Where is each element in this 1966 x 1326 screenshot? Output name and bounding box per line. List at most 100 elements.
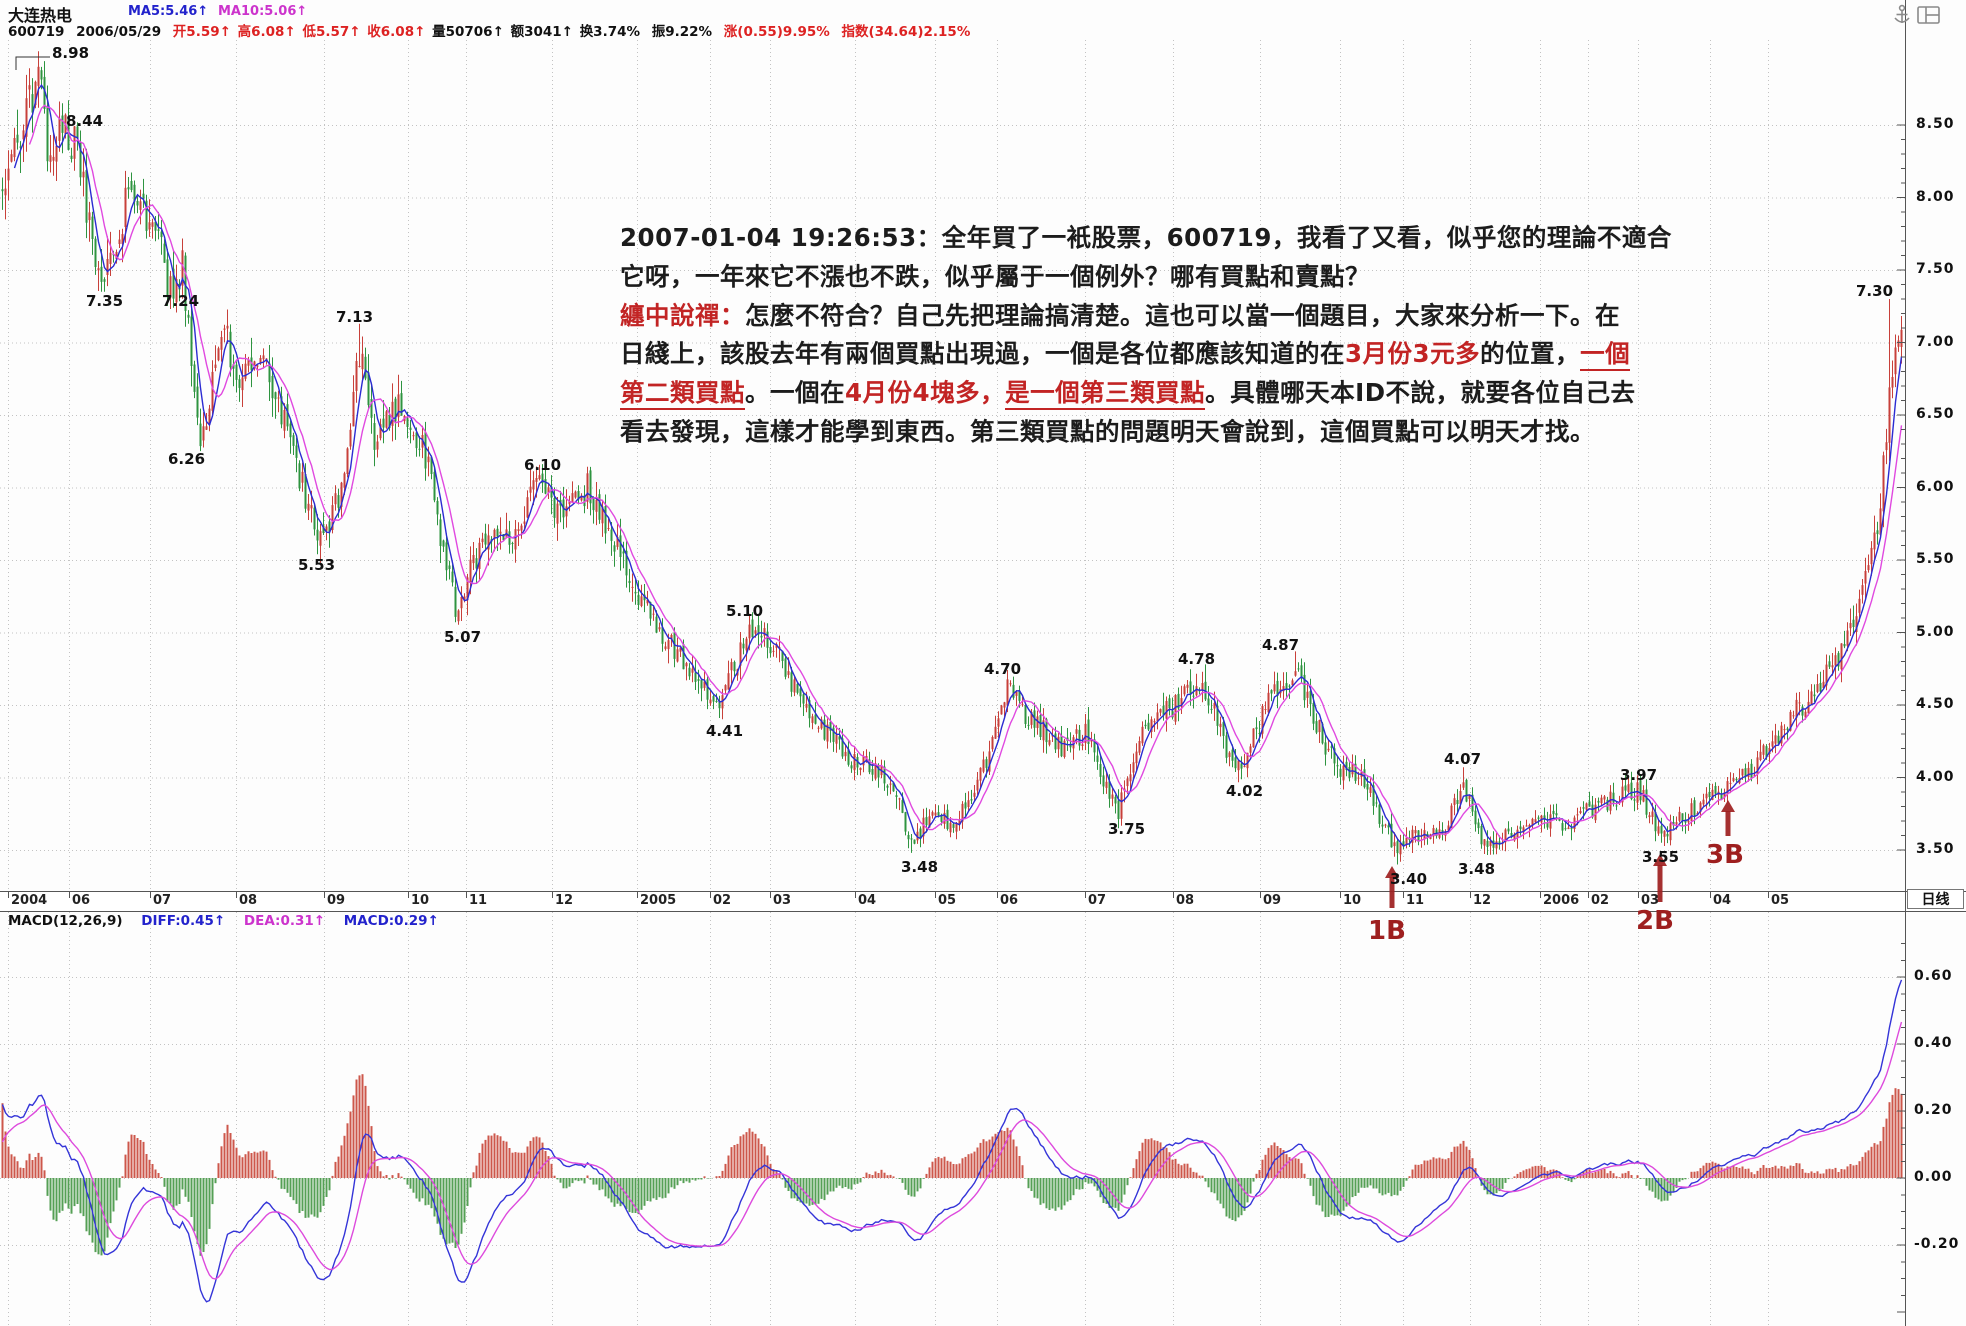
pivot-price-label: 6.26 bbox=[168, 450, 206, 468]
annotation-line: 看去發現，這樣才能學到東西。第三類買點的問題明天會說到，這個買點可以明天才找。 bbox=[620, 413, 1770, 452]
pivot-price-label: 8.98 bbox=[52, 44, 90, 62]
x-axis-tick-label: 09 bbox=[1263, 893, 1282, 908]
x-axis-tick-label: 06 bbox=[1000, 893, 1019, 908]
volume-value: 量50706↑ bbox=[432, 24, 504, 40]
pivot-price-label: 3.97 bbox=[1620, 766, 1658, 784]
x-axis-tick-label: 02 bbox=[1591, 893, 1610, 908]
macd-axis-label: 0.40 bbox=[1914, 1035, 1953, 1051]
pivot-price-label: 4.70 bbox=[984, 660, 1022, 678]
annotation-line: 它呀，一年來它不漲也不跌，似乎屬于一個例外？哪有買點和賣點？ bbox=[620, 258, 1770, 297]
macd-header: MACD(12,26,9) DIFF:0.45↑ DEA:0.31↑ MACD:… bbox=[8, 913, 453, 929]
buy-point-label: 3B bbox=[1706, 840, 1744, 870]
ma5-value: MA5:5.46↑ bbox=[128, 4, 209, 19]
price-axis-label: 4.50 bbox=[1916, 696, 1955, 712]
buy-point-label: 1B bbox=[1368, 916, 1406, 946]
amount-value: 额3041↑ bbox=[510, 24, 573, 40]
pivot-price-label: 7.30 bbox=[1856, 282, 1894, 300]
anchor-icon[interactable] bbox=[1890, 3, 1914, 27]
x-axis-tick-label: 07 bbox=[1088, 893, 1107, 908]
annotation-highlight-underline: 是一個第三類買點 bbox=[1005, 378, 1206, 411]
annotation-author: 纏中說禪： bbox=[620, 300, 745, 330]
x-axis-tick-label: 03 bbox=[1641, 893, 1660, 908]
split-window-icon[interactable] bbox=[1916, 3, 1940, 27]
price-axis-label: 3.50 bbox=[1916, 841, 1955, 857]
x-axis-tick-label: 09 bbox=[327, 893, 346, 908]
macd-axis-label: 0.20 bbox=[1914, 1102, 1953, 1118]
buy-point-label: 2B bbox=[1636, 906, 1674, 936]
pivot-price-label: 7.24 bbox=[162, 292, 200, 310]
x-axis-tick-label: 08 bbox=[239, 893, 258, 908]
stock-name: 大连热电 bbox=[8, 6, 73, 25]
price-axis-label: 6.00 bbox=[1916, 478, 1955, 495]
x-axis-tick-label: 08 bbox=[1176, 893, 1195, 908]
pivot-price-label: 4.78 bbox=[1178, 650, 1216, 668]
annotation-text: 。具體哪天本ID不說，就要各位自己去 bbox=[1205, 378, 1636, 408]
annotation-highlight: 3月份3元多 bbox=[1345, 339, 1481, 369]
x-axis-tick-label: 06 bbox=[72, 893, 91, 908]
change-value: 涨(0.55)9.95% bbox=[723, 24, 830, 40]
pivot-price-label: 6.10 bbox=[524, 456, 562, 474]
price-axis-label: 8.50 bbox=[1916, 116, 1955, 132]
x-axis-tick-label: 2006 bbox=[1543, 893, 1580, 908]
pivot-price-label: 4.87 bbox=[1262, 636, 1300, 654]
pivot-price-label: 3.55 bbox=[1642, 848, 1680, 866]
annotation-highlight-underline: 一個 bbox=[1580, 339, 1631, 372]
pivot-price-label: 4.07 bbox=[1444, 750, 1482, 768]
x-axis-tick-label: 11 bbox=[1406, 893, 1425, 908]
macd-axis-label: 0.60 bbox=[1914, 968, 1953, 984]
ma10-value: MA10:5.06↑ bbox=[218, 4, 308, 19]
annotation-text: 怎麼不符合？自己先把理論搞清楚。這也可以當一個題目，大家來分析一下。在 bbox=[745, 300, 1620, 330]
annotation-text: 它呀，一年來它不漲也不跌，似乎屬于一個例外？哪有買點和賣點？ bbox=[620, 261, 1370, 291]
x-axis-tick-label: 10 bbox=[411, 893, 430, 908]
x-axis-tick-label: 2005 bbox=[640, 893, 677, 908]
pivot-price-label: 5.10 bbox=[726, 602, 764, 620]
pivot-price-label: 4.41 bbox=[706, 722, 744, 740]
index-value: 指数(34.64)2.15% bbox=[841, 24, 971, 40]
annotation-text: 日綫上，該股去年有兩個買點出現過，一個是各位都應該知道的在 bbox=[620, 339, 1345, 369]
amplitude-value: 振9.22% bbox=[651, 24, 713, 40]
annotation-text: 的位置， bbox=[1480, 339, 1581, 369]
price-axis-label: 7.50 bbox=[1916, 261, 1955, 277]
quote-date: 2006/05/29 bbox=[76, 24, 162, 40]
pivot-price-label: 7.35 bbox=[86, 292, 124, 310]
annotation-text: 看去發現，這樣才能學到東西。第三類買點的問題明天會說到，這個買點可以明天才找。 bbox=[620, 416, 1595, 446]
high-value: 高6.08↑ bbox=[237, 24, 296, 40]
annotation-line: 2007-01-04 19:26:53：全年買了一衹股票，600719，我看了又… bbox=[620, 219, 1770, 258]
price-axis-label: 5.00 bbox=[1916, 623, 1955, 640]
x-axis-tick-label: 02 bbox=[713, 893, 732, 908]
pivot-price-label: 3.75 bbox=[1108, 820, 1146, 838]
period-tab-daily[interactable]: 日线 bbox=[1907, 889, 1964, 909]
pivot-price-label: 3.40 bbox=[1390, 870, 1428, 888]
annotation-text: 。一個在 bbox=[745, 378, 845, 408]
annotation-text: 2007-01-04 19:26:53：全年買了一衹股票，600719，我看了又… bbox=[620, 223, 1672, 252]
close-value: 收6.08↑ bbox=[367, 24, 426, 40]
quote-row: 600719 2006/05/29 开5.59↑ 高6.08↑ 低5.57↑ 收… bbox=[8, 20, 972, 40]
low-value: 低5.57↑ bbox=[302, 24, 361, 40]
title-row: 大连热电 MA5:5.46↑ MA10:5.06↑ bbox=[0, 2, 1966, 25]
forum-annotation: 2007-01-04 19:26:53：全年買了一衹股票，600719，我看了又… bbox=[620, 219, 1770, 452]
x-axis-tick-label: 05 bbox=[1771, 893, 1790, 908]
macd-params: MACD(12,26,9) bbox=[8, 913, 123, 929]
annotation-line: 日綫上，該股去年有兩個買點出現過，一個是各位都應該知道的在3月份3元多的位置，一… bbox=[620, 335, 1770, 374]
x-axis-tick-label: 11 bbox=[469, 893, 488, 908]
x-axis-tick-label: 12 bbox=[1473, 893, 1492, 908]
x-axis-tick-label: 12 bbox=[555, 893, 574, 908]
macd-value: MACD:0.29↑ bbox=[343, 913, 439, 929]
turnover-value: 换3.74% bbox=[579, 24, 641, 40]
annotation-highlight-underline: 第二類買點 bbox=[620, 378, 745, 411]
x-axis-tick-label: 05 bbox=[938, 893, 957, 908]
pivot-price-label: 3.48 bbox=[901, 858, 939, 876]
pivot-price-label: 5.53 bbox=[298, 556, 336, 574]
x-axis-tick-label: 04 bbox=[1713, 893, 1732, 908]
pivot-price-label: 7.13 bbox=[336, 308, 374, 326]
price-axis-label: 6.50 bbox=[1916, 406, 1955, 422]
open-value: 开5.59↑ bbox=[172, 24, 231, 40]
x-axis-tick-label: 07 bbox=[153, 893, 172, 908]
diff-value: DIFF:0.45↑ bbox=[141, 913, 226, 929]
x-axis-tick-label: 03 bbox=[773, 893, 792, 908]
pivot-price-label: 3.48 bbox=[1458, 860, 1496, 878]
x-axis-tick-label: 2004 bbox=[11, 893, 48, 908]
price-axis-label: 7.00 bbox=[1916, 333, 1955, 350]
